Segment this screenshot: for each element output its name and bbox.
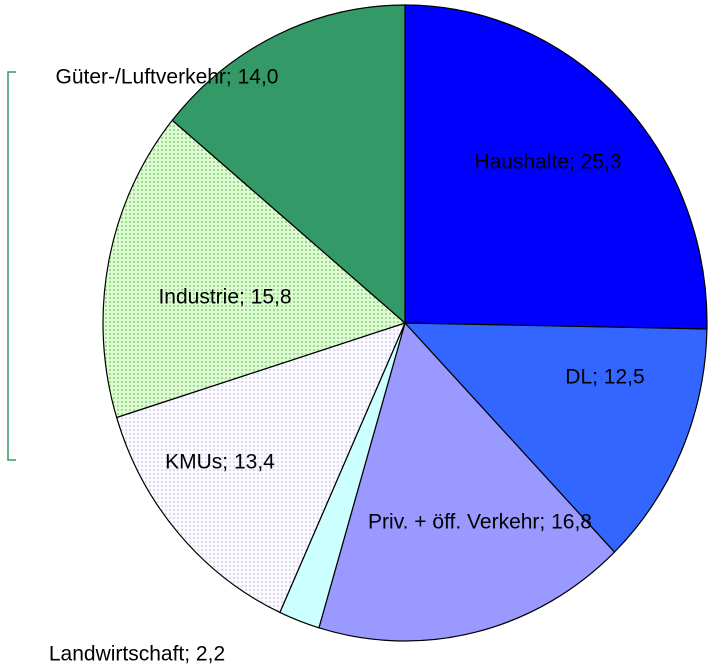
slice-label: Güter-/Luftverkehr; 14,0 [56, 66, 279, 89]
pie-slice [404, 4, 708, 330]
slice-label: Haushalte; 25,3 [474, 151, 621, 174]
slice-label: Priv. + öff. Verkehr; 16,8 [368, 511, 592, 534]
pie-slice [318, 321, 616, 642]
slice-label: Landwirtschaft; 2,2 [49, 643, 225, 666]
pie-slice [115, 322, 407, 614]
slice-label: Industrie; 15,8 [158, 286, 291, 309]
legend-frame [7, 71, 16, 461]
pie-slice [102, 119, 407, 419]
slice-label: DL; 12,5 [565, 366, 644, 389]
slice-label: KMUs; 13,4 [165, 451, 275, 474]
pie-slice [171, 4, 406, 325]
pie-slice [403, 322, 708, 553]
